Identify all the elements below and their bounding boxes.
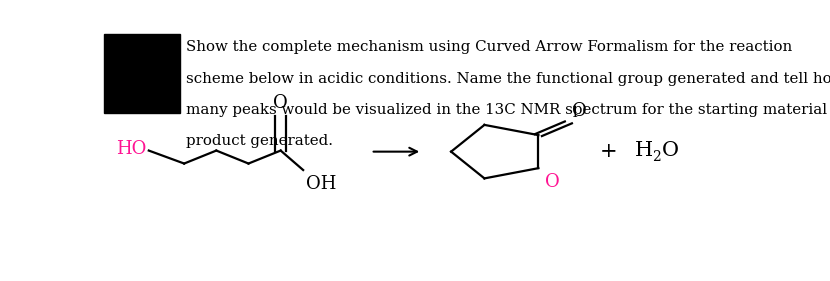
Text: HO: HO [116,140,146,158]
Text: O: O [662,141,678,160]
Text: scheme below in acidic conditions. Name the functional group generated and tell : scheme below in acidic conditions. Name … [186,72,830,86]
Text: O: O [273,94,288,112]
Text: product generated.: product generated. [186,134,333,148]
Text: 2: 2 [652,150,662,164]
Text: O: O [572,102,586,120]
Text: O: O [544,173,559,191]
Bar [104,34,179,113]
Text: H: H [634,141,652,160]
Text: OH: OH [305,175,336,193]
Text: +: + [600,142,618,161]
Text: Show the complete mechanism using Curved Arrow Formalism for the reaction: Show the complete mechanism using Curved… [186,40,793,54]
Text: many peaks would be visualized in the 13C NMR spectrum for the starting material: many peaks would be visualized in the 13… [186,103,830,117]
